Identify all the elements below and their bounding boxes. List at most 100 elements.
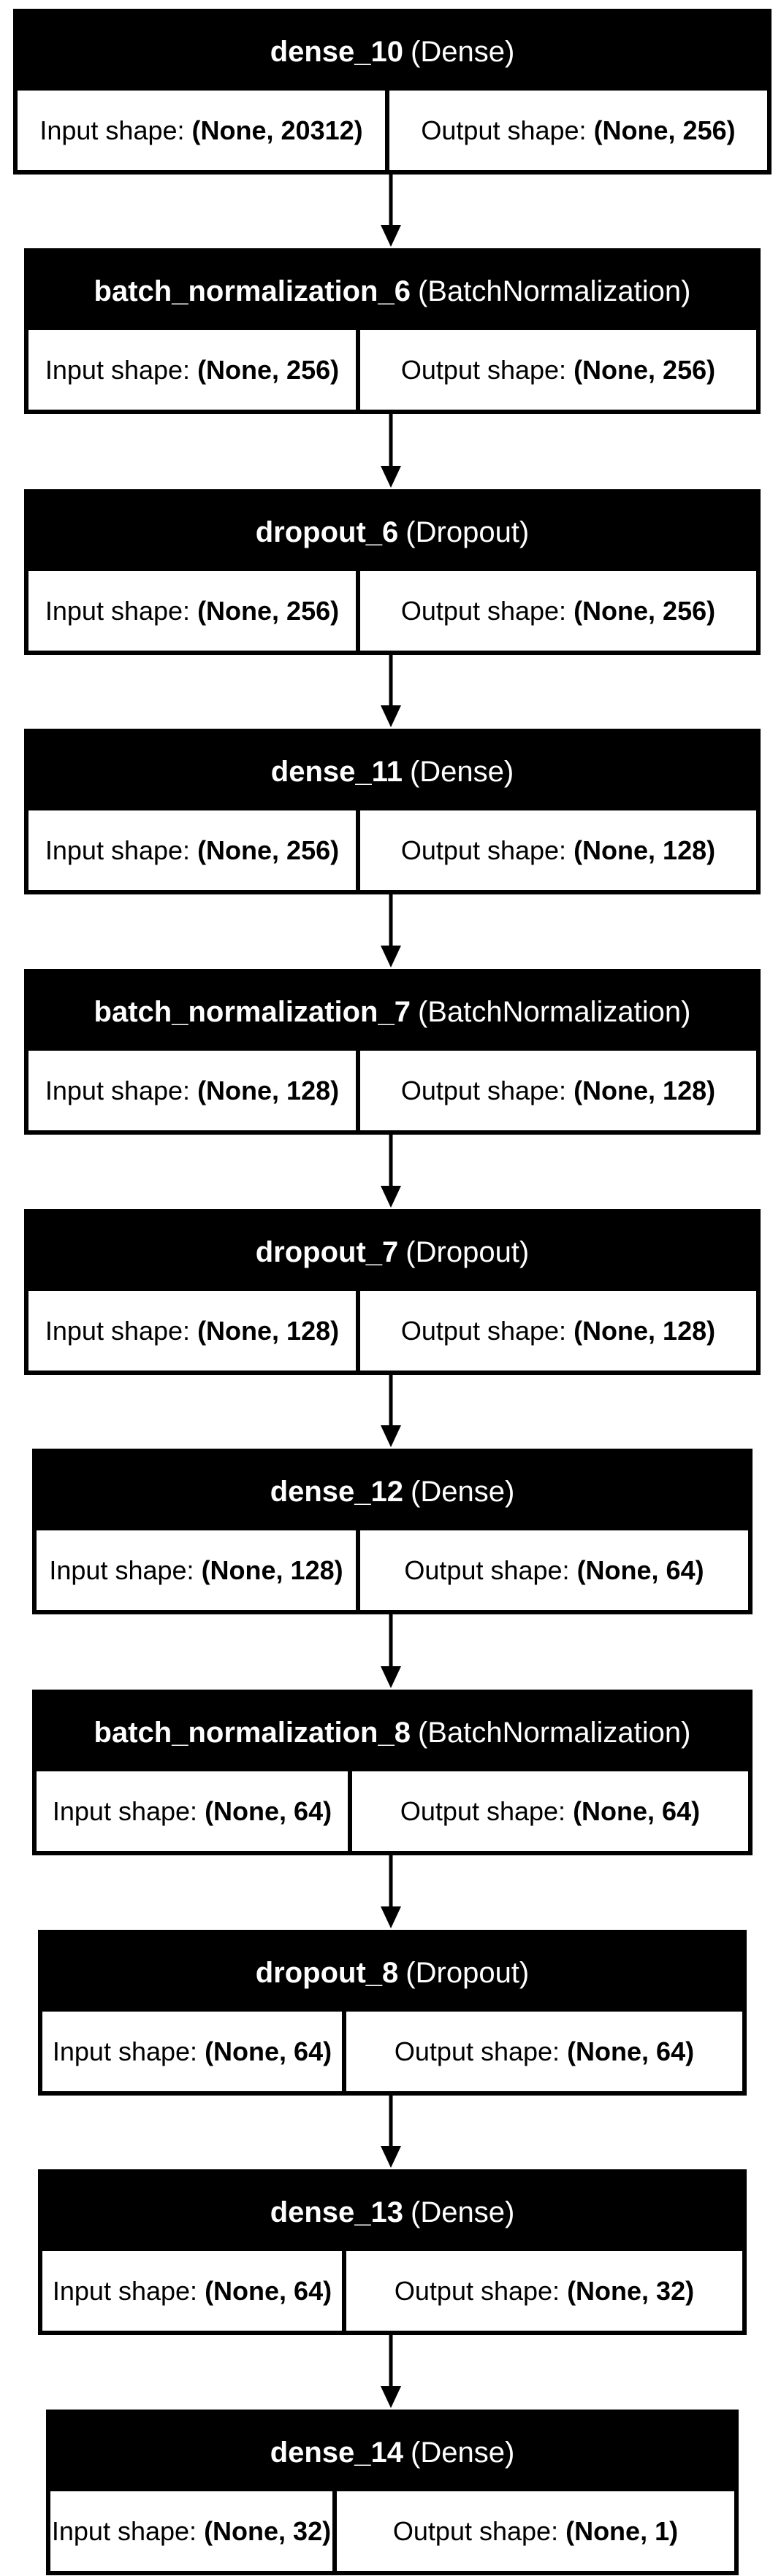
input-shape-value: (None, 20312) bbox=[191, 115, 363, 145]
layer-shapes: Input shape: (None, 256) Output shape: (… bbox=[28, 330, 756, 410]
layer-shapes: Input shape: (None, 64) Output shape: (N… bbox=[42, 2251, 742, 2331]
layer-name: dropout_8 bbox=[255, 1956, 399, 1989]
output-shape-value: (None, 256) bbox=[574, 354, 716, 385]
layer-shapes: Input shape: (None, 128) Output shape: (… bbox=[28, 1051, 756, 1130]
output-shape-cell: Output shape: (None, 32) bbox=[346, 2251, 742, 2331]
layer-type: (Dense) bbox=[409, 755, 514, 788]
input-shape-label: Input shape: bbox=[45, 835, 191, 865]
layer-name: batch_normalization_7 bbox=[94, 995, 411, 1028]
output-shape-value: (None, 128) bbox=[574, 1315, 716, 1346]
layer-shapes: Input shape: (None, 64) Output shape: (N… bbox=[42, 2012, 742, 2091]
input-shape-label: Input shape: bbox=[52, 2275, 198, 2306]
output-shape-value: (None, 64) bbox=[576, 1555, 704, 1585]
layer-name: dense_13 bbox=[270, 2196, 404, 2228]
output-shape-label: Output shape: bbox=[404, 1555, 570, 1585]
layer-node-dropout_6: dropout_6 (Dropout) Input shape: (None, … bbox=[24, 489, 761, 655]
arrowhead-icon bbox=[381, 2146, 401, 2168]
input-shape-value: (None, 32) bbox=[204, 2515, 332, 2546]
cell-divider bbox=[332, 2491, 337, 2571]
cell-divider bbox=[356, 1530, 360, 1610]
layer-name: dropout_6 bbox=[255, 515, 399, 548]
input-shape-value: (None, 256) bbox=[197, 835, 340, 865]
layer-type: (BatchNormalization) bbox=[417, 275, 691, 307]
layer-header: batch_normalization_8 (BatchNormalizatio… bbox=[37, 1694, 748, 1771]
input-shape-cell: Input shape: (None, 20312) bbox=[18, 91, 385, 170]
output-shape-label: Output shape: bbox=[400, 1075, 567, 1105]
input-shape-value: (None, 256) bbox=[197, 595, 340, 626]
layer-header: dense_13 (Dense) bbox=[42, 2174, 742, 2251]
arrowhead-icon bbox=[381, 1906, 401, 1928]
output-shape-label: Output shape: bbox=[400, 354, 567, 385]
output-shape-value: (None, 64) bbox=[567, 2036, 695, 2066]
input-shape-value: (None, 64) bbox=[205, 1795, 332, 1826]
input-shape-label: Input shape: bbox=[45, 1315, 191, 1346]
arrowhead-icon bbox=[381, 1666, 401, 1688]
arrowhead-icon bbox=[381, 225, 401, 247]
input-shape-cell: Input shape: (None, 128) bbox=[28, 1051, 356, 1130]
output-shape-label: Output shape: bbox=[392, 2515, 559, 2546]
output-shape-label: Output shape: bbox=[394, 2275, 560, 2306]
arrowhead-icon bbox=[381, 1186, 401, 1208]
layer-header: dense_11 (Dense) bbox=[28, 733, 756, 810]
layer-header: dense_14 (Dense) bbox=[50, 2414, 734, 2491]
input-shape-value: (None, 64) bbox=[205, 2275, 332, 2306]
layer-shapes: Input shape: (None, 128) Output shape: (… bbox=[28, 1291, 756, 1371]
input-shape-value: (None, 128) bbox=[197, 1315, 340, 1346]
input-shape-cell: Input shape: (None, 128) bbox=[37, 1530, 356, 1610]
output-shape-label: Output shape: bbox=[400, 1315, 567, 1346]
output-shape-value: (None, 1) bbox=[565, 2515, 679, 2546]
layer-node-batch_normalization_6: batch_normalization_6 (BatchNormalizatio… bbox=[24, 248, 761, 414]
output-shape-cell: Output shape: (None, 256) bbox=[360, 571, 756, 651]
input-shape-value: (None, 128) bbox=[197, 1075, 340, 1105]
input-shape-cell: Input shape: (None, 32) bbox=[50, 2491, 332, 2571]
output-shape-value: (None, 32) bbox=[567, 2275, 695, 2306]
input-shape-label: Input shape: bbox=[45, 1075, 191, 1105]
layer-shapes: Input shape: (None, 32) Output shape: (N… bbox=[50, 2491, 734, 2571]
layer-header: dense_10 (Dense) bbox=[18, 13, 767, 91]
layer-shapes: Input shape: (None, 20312) Output shape:… bbox=[18, 91, 767, 170]
output-shape-value: (None, 64) bbox=[573, 1795, 701, 1826]
output-shape-cell: Output shape: (None, 128) bbox=[360, 1051, 756, 1130]
cell-divider bbox=[356, 1051, 360, 1130]
layer-header: dropout_8 (Dropout) bbox=[42, 1934, 742, 2012]
layer-node-dropout_8: dropout_8 (Dropout) Input shape: (None, … bbox=[38, 1930, 747, 2096]
output-shape-label: Output shape: bbox=[394, 2036, 560, 2066]
input-shape-cell: Input shape: (None, 64) bbox=[37, 1771, 348, 1851]
output-shape-label: Output shape: bbox=[400, 1795, 566, 1826]
input-shape-label: Input shape: bbox=[45, 354, 191, 385]
layer-node-dense_10: dense_10 (Dense) Input shape: (None, 203… bbox=[13, 9, 772, 175]
cell-divider bbox=[356, 810, 360, 890]
layer-name: dense_11 bbox=[270, 755, 403, 788]
input-shape-cell: Input shape: (None, 64) bbox=[42, 2012, 342, 2091]
layer-type: (Dense) bbox=[411, 1475, 515, 1508]
layer-header: dense_12 (Dense) bbox=[37, 1453, 748, 1530]
input-shape-value: (None, 256) bbox=[197, 354, 340, 385]
layer-shapes: Input shape: (None, 128) Output shape: (… bbox=[37, 1530, 748, 1610]
layer-shapes: Input shape: (None, 256) Output shape: (… bbox=[28, 571, 756, 651]
input-shape-cell: Input shape: (None, 256) bbox=[28, 810, 356, 890]
layer-node-dense_12: dense_12 (Dense) Input shape: (None, 128… bbox=[32, 1449, 753, 1614]
layer-node-batch_normalization_7: batch_normalization_7 (BatchNormalizatio… bbox=[24, 969, 761, 1135]
layer-name: dense_12 bbox=[270, 1475, 404, 1508]
layer-shapes: Input shape: (None, 64) Output shape: (N… bbox=[37, 1771, 748, 1851]
arrowhead-icon bbox=[381, 1425, 401, 1447]
output-shape-cell: Output shape: (None, 1) bbox=[337, 2491, 734, 2571]
output-shape-cell: Output shape: (None, 64) bbox=[352, 1771, 748, 1851]
layer-header: dropout_6 (Dropout) bbox=[28, 494, 756, 571]
layer-name: batch_normalization_8 bbox=[94, 1716, 411, 1749]
output-shape-label: Output shape: bbox=[400, 835, 567, 865]
output-shape-cell: Output shape: (None, 256) bbox=[360, 330, 756, 410]
output-shape-cell: Output shape: (None, 64) bbox=[360, 1530, 748, 1610]
output-shape-value: (None, 128) bbox=[574, 835, 716, 865]
input-shape-label: Input shape: bbox=[52, 2036, 198, 2066]
input-shape-label: Input shape: bbox=[39, 115, 185, 145]
layer-type: (Dense) bbox=[411, 35, 515, 68]
layer-type: (Dropout) bbox=[405, 1956, 530, 1989]
output-shape-value: (None, 256) bbox=[593, 115, 736, 145]
output-shape-cell: Output shape: (None, 128) bbox=[360, 810, 756, 890]
cell-divider bbox=[385, 91, 389, 170]
layer-type: (Dense) bbox=[411, 2196, 515, 2228]
input-shape-label: Input shape: bbox=[51, 2515, 197, 2546]
layer-type: (Dense) bbox=[411, 2436, 515, 2469]
